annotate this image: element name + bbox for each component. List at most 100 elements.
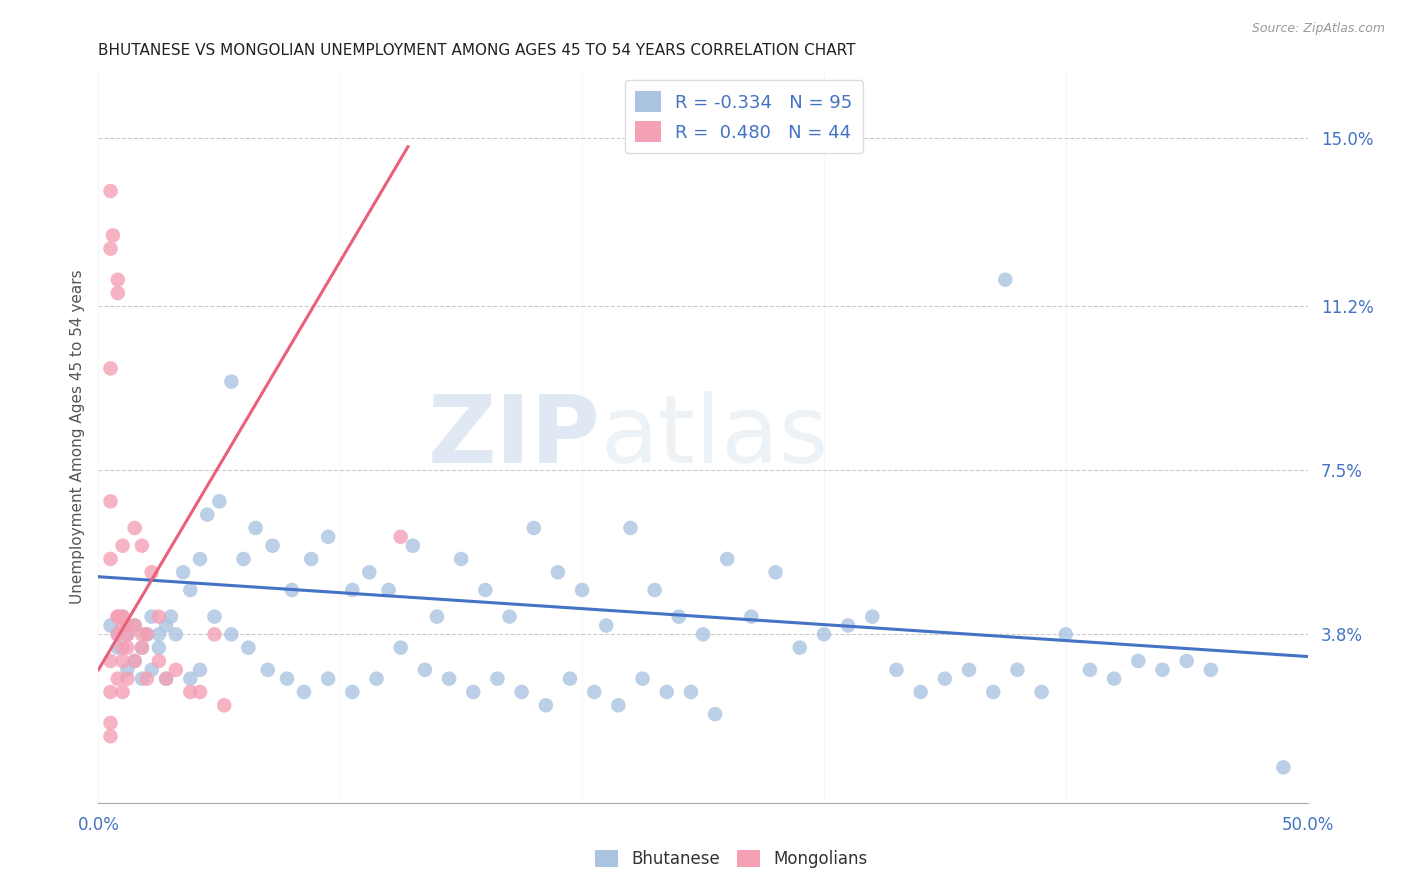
Point — [100, 552, 122, 566]
Point — [212, 698, 235, 713]
Point — [111, 609, 134, 624]
Point — [679, 685, 702, 699]
Point — [111, 640, 134, 655]
Point — [558, 672, 581, 686]
Point — [188, 552, 211, 566]
Point — [148, 609, 170, 624]
Point — [131, 640, 153, 655]
Text: atlas: atlas — [600, 391, 828, 483]
Point — [619, 521, 641, 535]
Point — [208, 494, 231, 508]
Point — [510, 685, 533, 699]
Point — [221, 375, 243, 389]
Point — [204, 627, 226, 641]
Legend: Bhutanese, Mongolians: Bhutanese, Mongolians — [588, 843, 875, 875]
Point — [100, 618, 122, 632]
Point — [179, 672, 201, 686]
Point — [389, 640, 412, 655]
Point — [474, 582, 496, 597]
Point — [1007, 663, 1029, 677]
Point — [232, 552, 254, 566]
Point — [292, 685, 315, 699]
Point — [107, 672, 129, 686]
Point — [131, 627, 153, 641]
Point — [155, 672, 177, 686]
Point — [450, 552, 472, 566]
Point — [256, 663, 278, 677]
Point — [437, 672, 460, 686]
Point — [402, 539, 425, 553]
Point — [179, 685, 201, 699]
Point — [238, 640, 260, 655]
Point — [523, 521, 546, 535]
Point — [704, 707, 727, 722]
Point — [117, 663, 139, 677]
Point — [571, 582, 593, 597]
Point — [498, 609, 520, 624]
Point — [141, 663, 163, 677]
Point — [188, 685, 211, 699]
Point — [117, 627, 139, 641]
Point — [389, 530, 412, 544]
Point — [135, 627, 157, 641]
Point — [366, 672, 388, 686]
Point — [148, 627, 170, 641]
Point — [204, 609, 226, 624]
Point — [111, 654, 134, 668]
Point — [107, 609, 129, 624]
Point — [179, 582, 201, 597]
Point — [886, 663, 908, 677]
Point — [100, 716, 122, 731]
Point — [111, 685, 134, 699]
Point — [135, 627, 157, 641]
Point — [957, 663, 980, 677]
Point — [276, 672, 298, 686]
Point — [262, 539, 284, 553]
Point — [342, 685, 364, 699]
Point — [837, 618, 859, 632]
Point — [172, 566, 194, 580]
Point — [141, 609, 163, 624]
Point — [100, 729, 122, 743]
Point — [188, 663, 211, 677]
Point — [413, 663, 436, 677]
Point — [1272, 760, 1295, 774]
Point — [316, 530, 339, 544]
Point — [165, 627, 187, 641]
Point — [107, 640, 129, 655]
Point — [716, 552, 738, 566]
Point — [107, 285, 129, 300]
Point — [117, 618, 139, 632]
Point — [245, 521, 267, 535]
Point — [124, 654, 146, 668]
Point — [148, 640, 170, 655]
Point — [148, 654, 170, 668]
Point — [131, 672, 153, 686]
Point — [486, 672, 509, 686]
Legend: R = -0.334   N = 95, R =  0.480   N = 44: R = -0.334 N = 95, R = 0.480 N = 44 — [624, 80, 863, 153]
Point — [155, 672, 177, 686]
Point — [644, 582, 666, 597]
Point — [1078, 663, 1101, 677]
Point — [377, 582, 399, 597]
Point — [668, 609, 690, 624]
Point — [100, 685, 122, 699]
Point — [583, 685, 606, 699]
Point — [463, 685, 485, 699]
Point — [740, 609, 762, 624]
Point — [124, 654, 146, 668]
Point — [981, 685, 1004, 699]
Point — [124, 618, 146, 632]
Point — [107, 609, 129, 624]
Point — [135, 672, 157, 686]
Point — [160, 609, 183, 624]
Point — [131, 539, 153, 553]
Point — [1175, 654, 1198, 668]
Point — [100, 184, 122, 198]
Point — [281, 582, 304, 597]
Point — [100, 361, 122, 376]
Point — [607, 698, 630, 713]
Point — [1128, 654, 1150, 668]
Point — [1031, 685, 1053, 699]
Point — [813, 627, 835, 641]
